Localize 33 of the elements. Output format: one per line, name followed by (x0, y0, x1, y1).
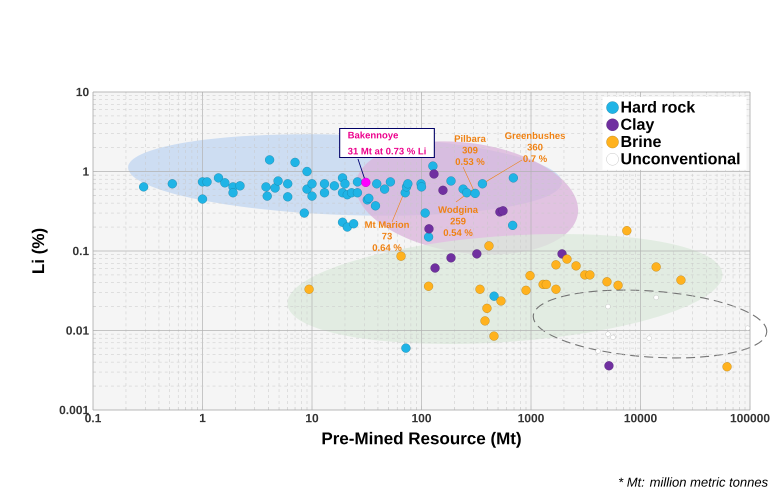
annotation: 259 (450, 218, 466, 224)
x-tick-label: 1 (200, 414, 206, 422)
legend-label: Brine (622, 135, 661, 148)
annotation: Wodgina (438, 206, 478, 215)
text: * Mt: million metric tonnes (618, 477, 768, 487)
annotation: Mt Marion (365, 220, 409, 228)
annotation: 0.64 % (372, 244, 402, 251)
x-axis-title: Pre-Mined Resource (Mt) (322, 432, 521, 448)
annotation: Pilbara (454, 134, 486, 142)
y-tick-label: 1 (83, 167, 89, 176)
annotation: 73 (382, 232, 392, 240)
y-axis-title: Li (%) (32, 228, 48, 273)
x-tick-label: 1000 (518, 414, 544, 422)
annotation: 0.53 % (456, 158, 485, 165)
annotation: 360 (527, 144, 543, 151)
y-tick-label: 0.01 (66, 326, 89, 335)
y-tick-label: 0.001 (60, 406, 89, 414)
legend-label: Hard rock (622, 100, 696, 113)
x-tick-label: 10000 (624, 414, 657, 422)
x-tick-label: 0.1 (85, 414, 102, 422)
y-tick-label: 0.1 (72, 246, 89, 256)
annotation: 0.54 % (444, 229, 473, 236)
legend-label: Unconventional (621, 152, 740, 164)
annotation: Greenbushes (505, 132, 566, 139)
x-tick-label: 10 (306, 414, 318, 422)
x-tick-label: 100000 (730, 414, 770, 422)
y-tick-label: 10 (76, 88, 89, 96)
annotation: 31 Mt at 0.73 % Li (348, 147, 426, 154)
legend-label: Clay (621, 118, 654, 134)
x-tick-label: 100 (412, 414, 432, 422)
annotation: 0.7 % (523, 155, 547, 162)
annotation: 309 (462, 146, 478, 154)
annotation: Bakennoye (348, 131, 398, 140)
